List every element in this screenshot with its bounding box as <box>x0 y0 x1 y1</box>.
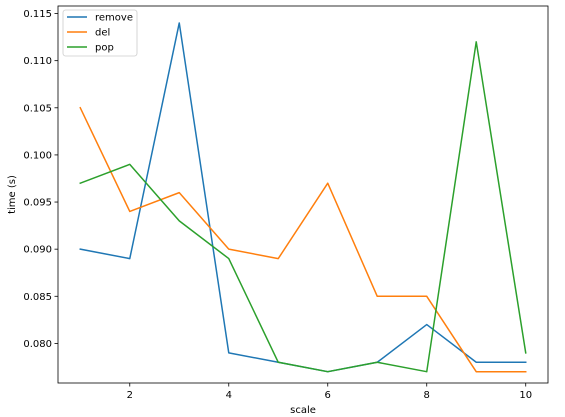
x-tick-label: 6 <box>325 390 331 401</box>
y-tick-label: 0.085 <box>23 292 52 303</box>
x-tick-label: 10 <box>519 390 532 401</box>
legend-label-del: del <box>95 28 110 39</box>
x-tick-label: 4 <box>226 390 232 401</box>
y-tick-label: 0.080 <box>23 339 52 350</box>
y-tick-label: 0.095 <box>23 198 52 209</box>
series-line-pop <box>79 41 527 373</box>
x-tick-label: 2 <box>127 390 133 401</box>
series-line-del <box>79 106 527 373</box>
plot-frame <box>57 5 549 384</box>
x-axis: 2 4 6 8 10 <box>127 383 532 401</box>
y-axis-label: time (s) <box>7 175 18 214</box>
y-tick-label: 0.105 <box>23 103 52 114</box>
legend: remove del pop <box>62 9 138 57</box>
x-axis-label: scale <box>290 405 316 416</box>
legend-label-pop: pop <box>95 43 114 54</box>
y-tick-label: 0.110 <box>23 56 52 67</box>
legend-label-remove: remove <box>95 13 133 24</box>
x-tick-label: 8 <box>424 390 430 401</box>
y-axis: 0.080 0.085 0.090 0.095 0.100 0.105 0.110 0.115 <box>23 9 58 350</box>
y-tick-label: 0.115 <box>23 9 52 20</box>
y-tick-label: 0.090 <box>23 245 52 256</box>
series-layer <box>79 22 527 373</box>
legend-box <box>62 9 138 57</box>
y-tick-label: 0.100 <box>23 150 52 161</box>
